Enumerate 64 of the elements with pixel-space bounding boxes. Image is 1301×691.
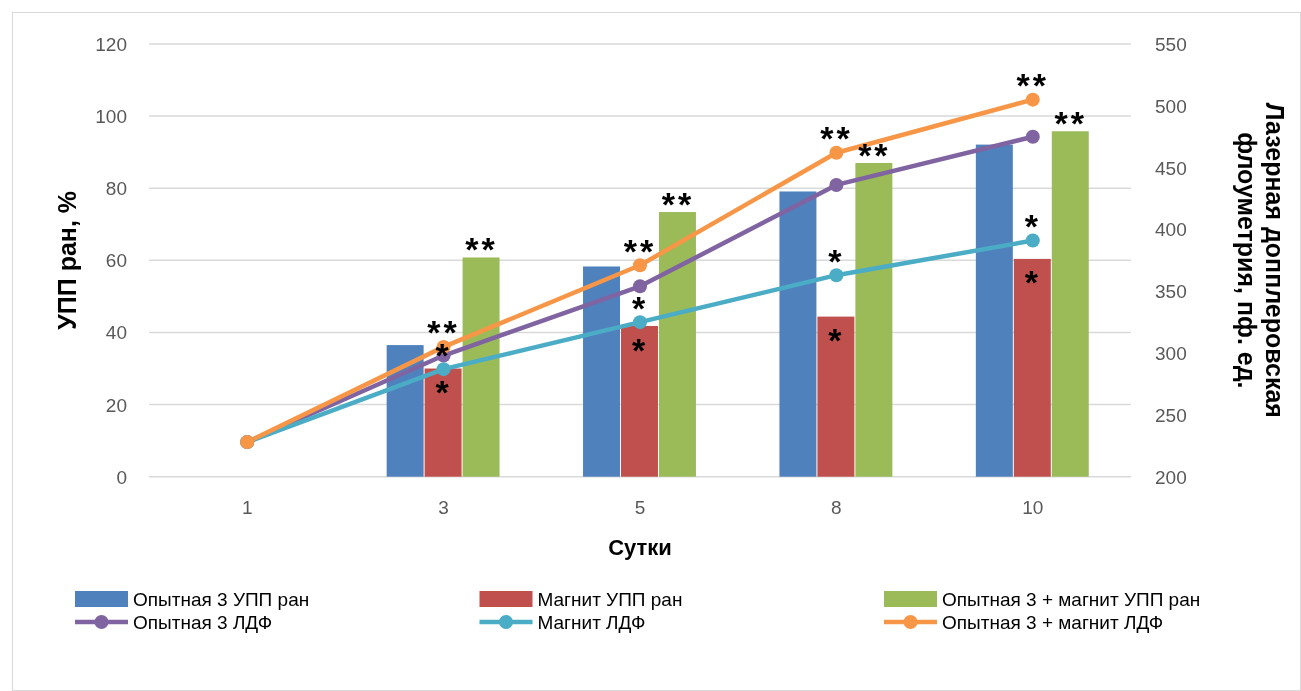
bar — [1013, 258, 1051, 477]
point — [633, 258, 647, 273]
y2-tick-label: 400 — [1155, 219, 1187, 241]
y-tick-label: 40 — [105, 322, 127, 344]
data-label: ** — [858, 135, 891, 174]
y2-tick-label: 350 — [1155, 281, 1187, 303]
point — [829, 177, 844, 192]
bar — [658, 212, 696, 477]
bar — [817, 316, 855, 477]
legend-label: Опытная 3 ЛДФ — [133, 611, 273, 633]
legend-label: Опытная 3 УПП ран — [133, 588, 310, 610]
legend-label: Опытная 3 + магнит УПП ран — [942, 588, 1201, 610]
data-label: * — [1024, 207, 1041, 246]
y-tick-label: 60 — [105, 250, 127, 272]
y2-tick-label: 550 — [1155, 34, 1187, 55]
point — [1025, 233, 1040, 248]
y-axis-title: УПП ран, % — [53, 190, 81, 330]
x-tick-label: 8 — [831, 497, 842, 518]
point — [633, 279, 647, 294]
x-tick-label: 10 — [1022, 497, 1044, 518]
bar — [1051, 131, 1089, 477]
data-label: ** — [820, 119, 853, 158]
x-tick-label: 1 — [241, 497, 253, 518]
y2-tick-label: 250 — [1155, 404, 1187, 426]
legend-label: Магнит УПП ран — [537, 588, 683, 610]
y-tick-label: 0 — [116, 466, 127, 488]
data-label: * — [435, 373, 452, 412]
data-label: * — [828, 241, 845, 280]
data-label: ** — [465, 230, 498, 269]
point — [829, 145, 844, 160]
y-tick-label: 20 — [105, 394, 127, 416]
y2-tick-label: 450 — [1155, 157, 1187, 179]
x-axis-title: Сутки — [608, 535, 672, 560]
legend-label: Магнит ЛДФ — [537, 611, 646, 633]
data-label: * — [631, 330, 649, 369]
y2-axis-title: Лазерная допплеровская флоуметрия, пф. ед. — [1233, 102, 1289, 418]
bar — [855, 162, 893, 477]
point — [1025, 92, 1040, 107]
bar — [462, 257, 500, 477]
x-tick-label: 5 — [634, 497, 646, 518]
bar — [975, 144, 1013, 477]
point — [1025, 129, 1040, 144]
bar — [779, 191, 817, 477]
bar — [424, 368, 462, 477]
y-tick-label: 100 — [95, 106, 127, 128]
point — [436, 362, 451, 377]
data-label: ** — [1016, 66, 1050, 105]
y-tick-label: 80 — [105, 178, 127, 200]
data-label: ** — [1054, 103, 1088, 142]
bar — [583, 266, 621, 477]
legend-label: Опытная 3 + магнит ЛДФ — [942, 611, 1164, 633]
y2-tick-label: 500 — [1155, 95, 1187, 117]
data-label: ** — [623, 231, 657, 270]
y2-tick-label: 300 — [1155, 343, 1187, 365]
y-tick-label: 120 — [95, 34, 127, 55]
data-label: * — [828, 321, 845, 360]
data-label: ** — [661, 184, 695, 223]
point — [829, 268, 844, 283]
point — [633, 315, 647, 330]
y2-tick-label: 200 — [1155, 466, 1187, 488]
data-label: * — [631, 288, 649, 327]
data-label: * — [1024, 263, 1041, 302]
x-tick-label: 3 — [438, 497, 449, 518]
bar — [621, 325, 658, 477]
